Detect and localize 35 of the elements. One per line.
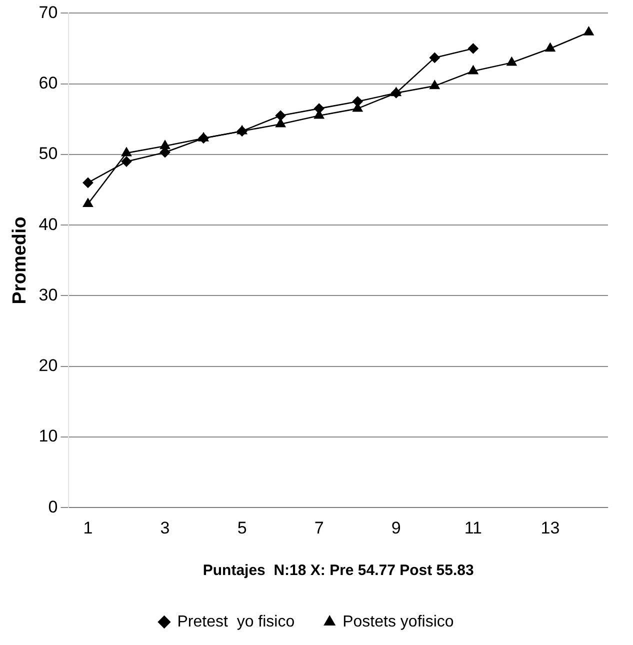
legend-label: Pretest yo fisico: [177, 613, 295, 630]
point: [506, 56, 517, 66]
point: [584, 26, 594, 36]
legend-label: Postets yofisico: [342, 613, 454, 630]
point: [82, 198, 93, 208]
y-tick-label: 60: [38, 74, 58, 93]
point: [468, 65, 478, 74]
y-tick-label: 50: [38, 144, 58, 164]
point: [430, 80, 440, 90]
x-tick-label: 5: [237, 518, 247, 538]
x-axis-title: Puntajes N:18 X: Pre 54.77 Post 55.83: [202, 562, 474, 580]
y-tick-label: 0: [48, 497, 58, 516]
x-tick-label: 7: [314, 518, 324, 538]
y-tick-label: 10: [38, 426, 58, 446]
y-tick-label: 30: [38, 285, 58, 304]
point: [121, 156, 132, 167]
y-tick-label: 70: [38, 2, 58, 22]
x-tick-label: 13: [540, 518, 560, 538]
x-tick-label: 3: [160, 518, 170, 538]
x-tick-label: 11: [464, 518, 482, 538]
point: [314, 103, 324, 114]
y-tick-label: 20: [38, 356, 58, 376]
y-axis-title: Promedio: [10, 216, 31, 304]
y-tick-label: 40: [38, 214, 58, 234]
point: [468, 43, 478, 54]
point: [275, 110, 286, 121]
x-tick-label: 9: [391, 518, 401, 538]
point: [352, 96, 363, 107]
point: [160, 140, 170, 150]
point: [276, 118, 286, 128]
point: [82, 178, 94, 188]
point: [430, 52, 440, 63]
x-tick-label: 1: [83, 518, 93, 538]
point: [545, 42, 556, 52]
point: [122, 147, 132, 156]
